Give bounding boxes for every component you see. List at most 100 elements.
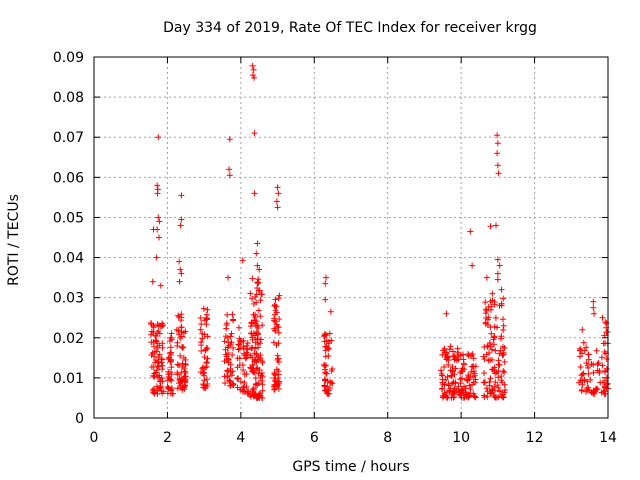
data-point [322, 280, 329, 287]
data-point [199, 365, 206, 372]
data-point [274, 204, 281, 211]
data-point [240, 337, 247, 344]
data-point [153, 338, 160, 345]
data-point [469, 363, 476, 370]
data-point [481, 370, 488, 377]
data-point [257, 340, 264, 347]
data-point [275, 190, 282, 197]
data-point [239, 387, 246, 394]
data-point [243, 354, 250, 361]
data-point [251, 74, 258, 81]
data-point [256, 287, 263, 294]
data-point [501, 381, 508, 388]
data-point [494, 382, 501, 389]
data-point [579, 350, 586, 357]
data-point [256, 266, 263, 273]
data-point [200, 381, 207, 388]
data-point [155, 234, 162, 241]
data-point [152, 359, 159, 366]
data-point [450, 387, 457, 394]
data-point [462, 385, 469, 392]
data-point [255, 276, 262, 283]
data-point [250, 66, 257, 73]
data-point [442, 349, 449, 356]
data-point [200, 305, 207, 312]
data-point [601, 390, 608, 397]
data-point [457, 369, 464, 376]
data-point [226, 166, 233, 173]
data-point [495, 170, 502, 177]
data-point [445, 361, 452, 368]
data-point [253, 392, 260, 399]
data-point [156, 218, 163, 225]
data-point [273, 198, 280, 205]
data-point [468, 368, 475, 375]
data-point [204, 355, 211, 362]
data-point [466, 382, 473, 389]
x-tick-label: 8 [383, 430, 392, 446]
data-point [256, 366, 263, 373]
data-point [149, 278, 156, 285]
data-point [472, 394, 479, 401]
data-point [464, 377, 471, 384]
data-point [448, 394, 455, 401]
data-point [328, 379, 335, 386]
data-point [153, 254, 160, 261]
data-point [272, 318, 279, 325]
data-point [154, 321, 161, 328]
data-point [493, 222, 500, 229]
data-point [257, 313, 264, 320]
x-tick-label: 4 [236, 430, 245, 446]
data-point [481, 344, 488, 351]
data-point [250, 385, 257, 392]
data-point [155, 328, 162, 335]
data-point [253, 380, 260, 387]
data-point [176, 258, 183, 265]
data-point [452, 365, 459, 372]
data-point [258, 291, 265, 298]
data-point [203, 359, 210, 366]
data-point [275, 355, 282, 362]
data-point [484, 393, 491, 400]
data-point [178, 270, 185, 277]
data-point [198, 347, 205, 354]
x-tick-label: 10 [452, 430, 470, 446]
data-point [321, 376, 328, 383]
data-point [590, 298, 597, 305]
data-point [465, 351, 472, 358]
data-point [274, 383, 281, 390]
data-point [151, 343, 158, 350]
data-point [445, 382, 452, 389]
data-point [204, 306, 211, 313]
data-point [585, 370, 592, 377]
data-point [243, 349, 250, 356]
data-point [155, 134, 162, 141]
data-point [488, 330, 495, 337]
data-point [229, 311, 236, 318]
data-point [201, 372, 208, 379]
data-point [253, 328, 260, 335]
data-point [168, 384, 175, 391]
data-point [229, 368, 236, 375]
data-point [603, 374, 610, 381]
data-point [454, 345, 461, 352]
data-point [471, 370, 478, 377]
data-point [467, 374, 474, 381]
data-point [274, 184, 281, 191]
data-point [494, 162, 501, 169]
data-point [321, 332, 328, 339]
data-point [252, 332, 259, 339]
data-point [455, 353, 462, 360]
data-point [240, 343, 247, 350]
data-point [223, 351, 230, 358]
data-point [159, 362, 166, 369]
data-point [235, 341, 242, 348]
data-point [492, 347, 499, 354]
data-point [178, 324, 185, 331]
data-point [182, 328, 189, 335]
data-point [178, 317, 185, 324]
data-point [495, 384, 502, 391]
data-point [491, 387, 498, 394]
data-point [459, 387, 466, 394]
data-point [590, 361, 597, 368]
